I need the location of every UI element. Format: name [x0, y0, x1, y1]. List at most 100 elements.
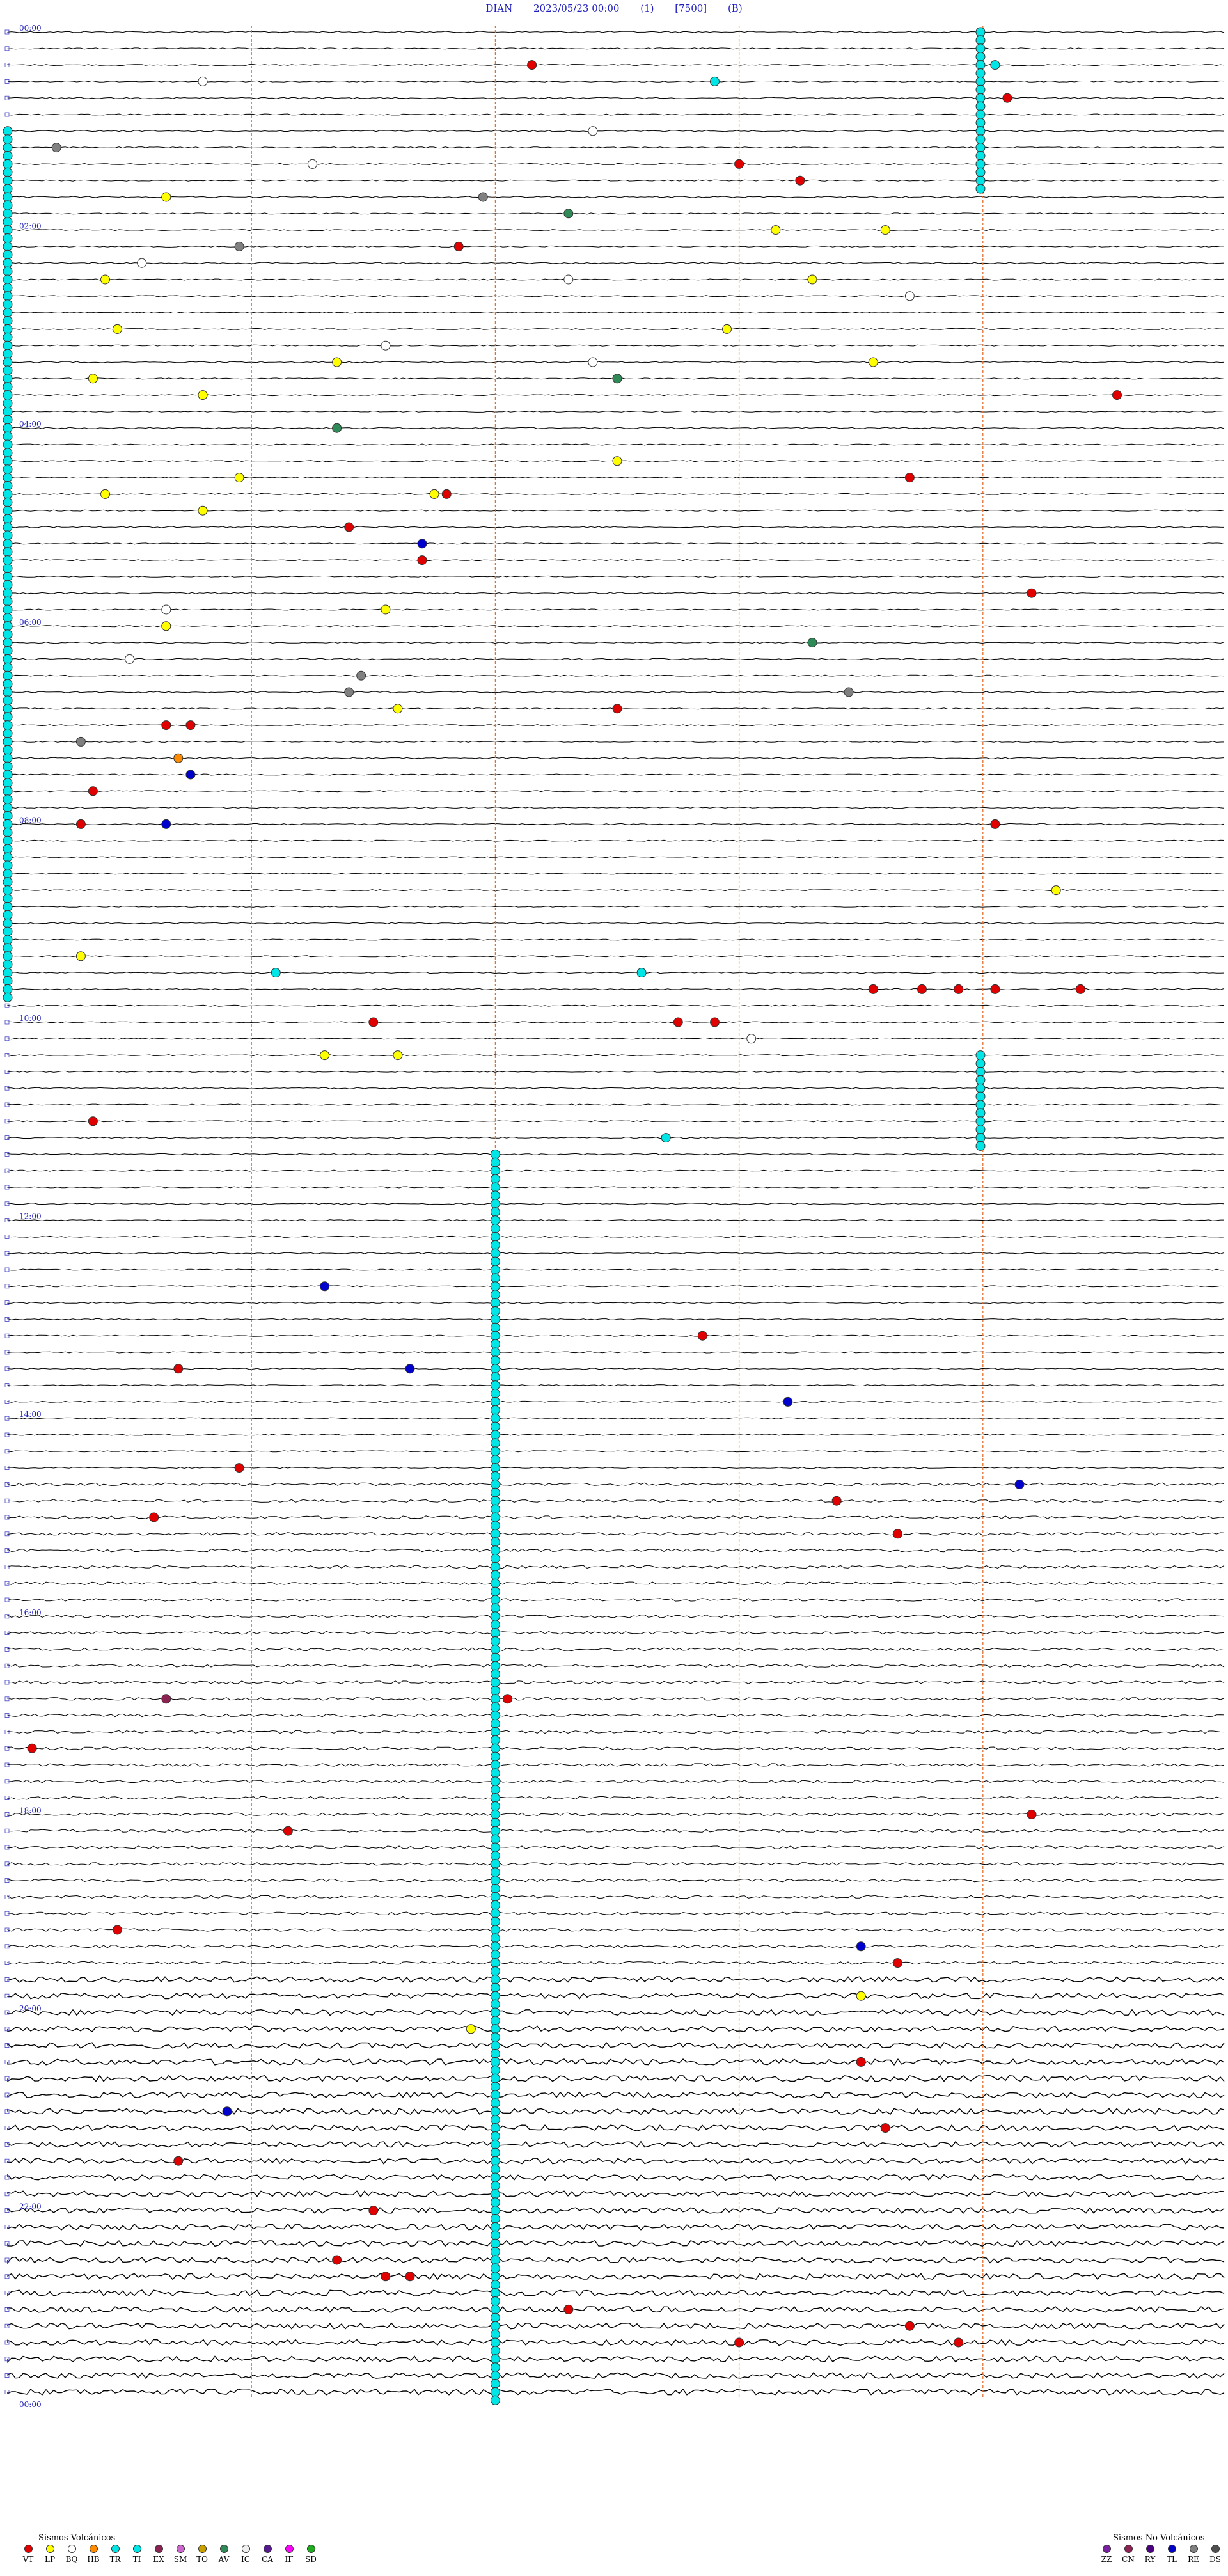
tremor-marker[interactable]	[3, 274, 13, 285]
tremor-marker[interactable]	[490, 1421, 500, 1432]
tremor-marker[interactable]	[490, 1793, 500, 1803]
tremor-marker[interactable]	[490, 1768, 500, 1778]
tremor-marker[interactable]	[975, 1116, 986, 1126]
tremor-marker[interactable]	[490, 2131, 500, 2141]
tremor-marker[interactable]	[490, 2123, 500, 2133]
tremor-marker[interactable]	[3, 679, 13, 689]
tremor-marker[interactable]	[975, 175, 986, 186]
tremor-marker[interactable]	[3, 299, 13, 310]
tremor-marker[interactable]	[490, 1273, 500, 1283]
event-marker-tr[interactable]	[636, 968, 647, 978]
tremor-marker[interactable]	[490, 1974, 500, 1984]
event-marker-re[interactable]	[75, 736, 86, 747]
tremor-marker[interactable]	[490, 1487, 500, 1497]
tremor-marker[interactable]	[975, 101, 986, 111]
event-marker-vt[interactable]	[283, 1826, 293, 1836]
tremor-marker[interactable]	[490, 1306, 500, 1316]
tremor-marker[interactable]	[3, 753, 13, 763]
tremor-marker[interactable]	[490, 2395, 500, 2405]
tremor-marker[interactable]	[490, 2073, 500, 2083]
tremor-marker[interactable]	[3, 456, 13, 466]
event-marker-vt[interactable]	[954, 984, 964, 994]
event-marker-tl[interactable]	[405, 1364, 415, 1374]
tremor-marker[interactable]	[975, 159, 986, 169]
tremor-marker[interactable]	[490, 1537, 500, 1547]
tremor-marker[interactable]	[490, 2238, 500, 2248]
tremor-marker[interactable]	[490, 2329, 500, 2339]
tremor-marker[interactable]	[975, 151, 986, 161]
event-marker-lp[interactable]	[393, 704, 403, 714]
tremor-marker[interactable]	[490, 1570, 500, 1580]
event-marker-tr[interactable]	[661, 1133, 671, 1143]
event-marker-vt[interactable]	[904, 2321, 915, 2331]
event-marker-lp[interactable]	[100, 489, 110, 499]
event-marker-vt[interactable]	[831, 1496, 842, 1506]
tremor-marker[interactable]	[490, 1166, 500, 1176]
tremor-marker[interactable]	[3, 712, 13, 722]
tremor-marker[interactable]	[490, 1405, 500, 1415]
tremor-marker[interactable]	[3, 662, 13, 672]
event-marker-tl[interactable]	[856, 1941, 866, 1952]
tremor-marker[interactable]	[490, 2139, 500, 2149]
tremor-marker[interactable]	[490, 1586, 500, 1597]
tremor-marker[interactable]	[490, 1545, 500, 1556]
tremor-marker[interactable]	[490, 2354, 500, 2364]
tremor-marker[interactable]	[490, 1157, 500, 1167]
tremor-marker[interactable]	[975, 1133, 986, 1143]
tremor-marker[interactable]	[490, 1900, 500, 1910]
tremor-marker[interactable]	[490, 1661, 500, 1671]
tremor-marker[interactable]	[3, 571, 13, 581]
tremor-marker[interactable]	[490, 1743, 500, 1753]
tremor-marker[interactable]	[490, 2337, 500, 2348]
tremor-marker[interactable]	[3, 794, 13, 805]
tremor-marker[interactable]	[3, 448, 13, 458]
tremor-marker[interactable]	[975, 143, 986, 153]
tremor-marker[interactable]	[490, 1396, 500, 1407]
tremor-marker[interactable]	[490, 1991, 500, 2001]
tremor-marker[interactable]	[490, 2263, 500, 2273]
event-marker-lp[interactable]	[429, 489, 439, 499]
tremor-marker[interactable]	[490, 2387, 500, 2397]
tremor-marker[interactable]	[490, 1231, 500, 1242]
tremor-marker[interactable]	[3, 514, 13, 524]
event-marker-vt[interactable]	[954, 2337, 964, 2348]
tremor-marker[interactable]	[490, 2164, 500, 2174]
tremor-marker[interactable]	[490, 1669, 500, 1679]
tremor-marker[interactable]	[490, 2147, 500, 2158]
tremor-marker[interactable]	[3, 910, 13, 920]
event-marker-lp[interactable]	[75, 951, 86, 961]
tremor-marker[interactable]	[490, 1884, 500, 1893]
tremor-marker[interactable]	[490, 1446, 500, 1457]
tremor-marker[interactable]	[490, 2272, 500, 2282]
tremor-marker[interactable]	[975, 60, 986, 70]
tremor-marker[interactable]	[490, 2082, 500, 2092]
event-marker-av[interactable]	[332, 423, 342, 433]
tremor-marker[interactable]	[3, 399, 13, 408]
tremor-marker[interactable]	[490, 1851, 500, 1861]
tremor-marker[interactable]	[3, 200, 13, 210]
tremor-marker[interactable]	[3, 258, 13, 268]
tremor-marker[interactable]	[490, 1240, 500, 1250]
tremor-marker[interactable]	[490, 1941, 500, 1952]
event-marker-vt[interactable]	[441, 489, 452, 499]
tremor-marker[interactable]	[975, 43, 986, 54]
tremor-marker[interactable]	[3, 283, 13, 293]
tremor-marker[interactable]	[975, 109, 986, 120]
tremor-marker[interactable]	[490, 2106, 500, 2117]
event-marker-re[interactable]	[51, 143, 61, 153]
tremor-marker[interactable]	[3, 423, 13, 433]
tremor-marker[interactable]	[490, 2312, 500, 2323]
tremor-marker[interactable]	[3, 539, 13, 549]
event-marker-bq[interactable]	[137, 258, 147, 268]
tremor-marker[interactable]	[490, 1760, 500, 1770]
tremor-marker[interactable]	[3, 192, 13, 202]
tremor-marker[interactable]	[490, 1711, 500, 1721]
tremor-marker[interactable]	[3, 217, 13, 227]
tremor-marker[interactable]	[3, 374, 13, 384]
tremor-marker[interactable]	[3, 646, 13, 656]
tremor-marker[interactable]	[3, 604, 13, 615]
tremor-marker[interactable]	[3, 555, 13, 565]
event-marker-tl[interactable]	[417, 539, 427, 549]
tremor-marker[interactable]	[490, 1595, 500, 1605]
tremor-marker[interactable]	[975, 1059, 986, 1068]
